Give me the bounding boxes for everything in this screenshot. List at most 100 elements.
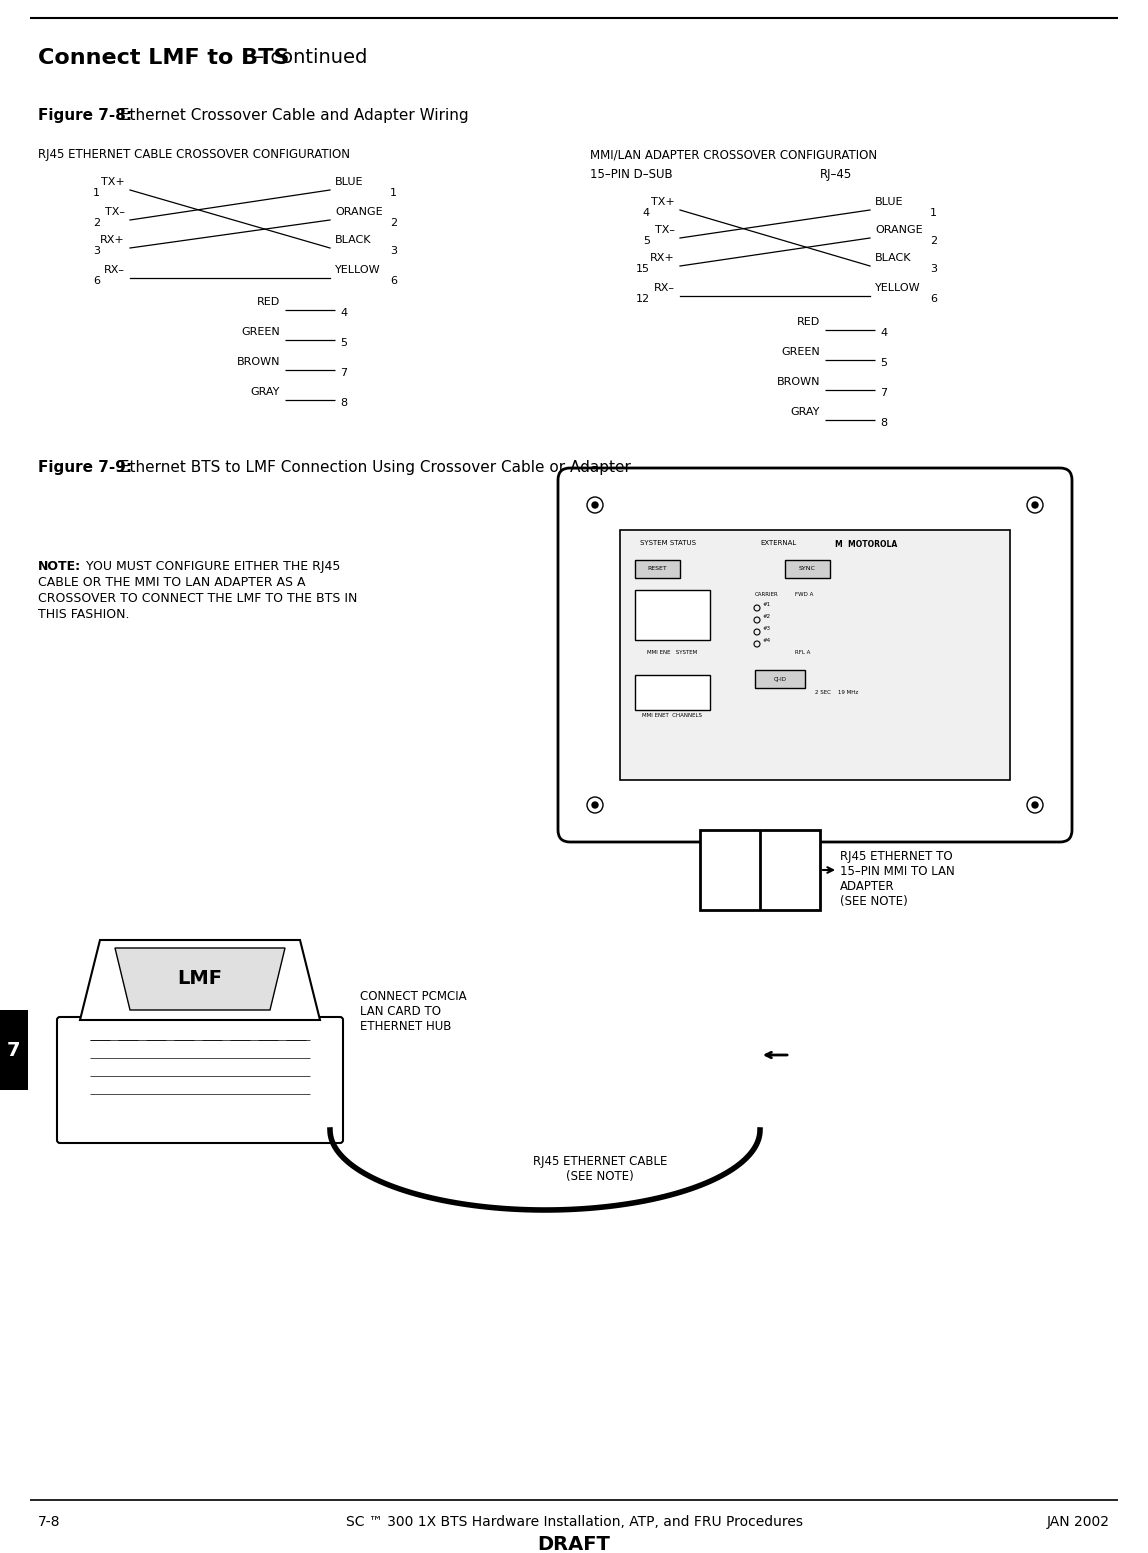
- Bar: [755, 669, 805, 688]
- Text: JAN 2002: JAN 2002: [1047, 1516, 1110, 1530]
- Polygon shape: [115, 947, 285, 1009]
- Polygon shape: [80, 940, 320, 1020]
- Text: GREEN: GREEN: [241, 328, 280, 337]
- Text: #1: #1: [763, 603, 771, 607]
- Circle shape: [592, 502, 598, 508]
- FancyBboxPatch shape: [558, 467, 1072, 842]
- Text: RJ45 ETHERNET CABLE
(SEE NOTE): RJ45 ETHERNET CABLE (SEE NOTE): [533, 1155, 667, 1183]
- Text: GRAY: GRAY: [250, 387, 280, 398]
- Text: BROWN: BROWN: [776, 377, 820, 387]
- Text: 4: 4: [881, 328, 887, 339]
- Text: RJ–45: RJ–45: [820, 168, 852, 182]
- Text: 1: 1: [390, 188, 397, 197]
- Text: SYSTEM STATUS: SYSTEM STATUS: [639, 540, 696, 547]
- Text: RESET: RESET: [647, 567, 667, 572]
- Text: TX+: TX+: [101, 177, 125, 186]
- Text: 2: 2: [390, 217, 397, 228]
- Text: 3: 3: [93, 245, 100, 256]
- Text: SYNC: SYNC: [799, 567, 815, 572]
- Text: #3: #3: [763, 626, 771, 632]
- Text: 7: 7: [7, 1041, 21, 1059]
- Text: 8: 8: [881, 418, 887, 429]
- Text: DRAFT: DRAFT: [537, 1534, 611, 1553]
- Text: ORANGE: ORANGE: [875, 225, 923, 235]
- Text: LMF: LMF: [178, 969, 223, 988]
- Bar: [635, 561, 680, 578]
- Text: BLACK: BLACK: [335, 235, 372, 245]
- Text: 1: 1: [930, 208, 937, 217]
- Text: BLUE: BLUE: [875, 197, 903, 207]
- Bar: [635, 590, 709, 640]
- Text: YELLOW: YELLOW: [875, 283, 921, 294]
- Text: 3: 3: [930, 264, 937, 273]
- Text: BLACK: BLACK: [875, 253, 912, 262]
- Text: 5: 5: [643, 236, 650, 245]
- Text: RED: RED: [797, 317, 820, 328]
- Text: CJ-ID: CJ-ID: [774, 677, 786, 682]
- Text: 6: 6: [93, 276, 100, 286]
- Text: MMI ENE   SYSTEM: MMI ENE SYSTEM: [646, 651, 697, 655]
- Text: 1: 1: [93, 188, 100, 197]
- Text: 12: 12: [636, 294, 650, 304]
- Text: YOU MUST CONFIGURE EITHER THE RJ45: YOU MUST CONFIGURE EITHER THE RJ45: [82, 561, 340, 573]
- Text: 5: 5: [340, 339, 347, 348]
- Text: RJ45 ETHERNET TO
15–PIN MMI TO LAN
ADAPTER
(SEE NOTE): RJ45 ETHERNET TO 15–PIN MMI TO LAN ADAPT…: [840, 849, 955, 909]
- Text: – continued: – continued: [248, 48, 367, 67]
- Text: RX–: RX–: [104, 266, 125, 275]
- Text: 4: 4: [643, 208, 650, 217]
- Text: Ethernet BTS to LMF Connection Using Crossover Cable or Adapter: Ethernet BTS to LMF Connection Using Cro…: [115, 460, 631, 475]
- Text: RJ45 ETHERNET CABLE CROSSOVER CONFIGURATION: RJ45 ETHERNET CABLE CROSSOVER CONFIGURAT…: [38, 148, 350, 162]
- Text: Connect LMF to BTS: Connect LMF to BTS: [38, 48, 289, 68]
- Text: ORANGE: ORANGE: [335, 207, 382, 217]
- Bar: [620, 530, 1010, 780]
- Text: 6: 6: [390, 276, 397, 286]
- Text: 2: 2: [930, 236, 937, 245]
- Text: 7: 7: [881, 388, 887, 398]
- Text: 2 SEC    19 MHz: 2 SEC 19 MHz: [815, 690, 859, 696]
- Text: TX–: TX–: [104, 207, 125, 217]
- Text: 15: 15: [636, 264, 650, 273]
- Text: BROWN: BROWN: [236, 357, 280, 367]
- Circle shape: [592, 801, 598, 808]
- Text: 4: 4: [340, 307, 347, 318]
- Text: YELLOW: YELLOW: [335, 266, 381, 275]
- Bar: [785, 561, 830, 578]
- Text: MMI/LAN ADAPTER CROSSOVER CONFIGURATION: MMI/LAN ADAPTER CROSSOVER CONFIGURATION: [590, 148, 877, 162]
- Text: RX+: RX+: [650, 253, 675, 262]
- Text: RX–: RX–: [654, 283, 675, 294]
- Text: #4: #4: [763, 638, 771, 643]
- Text: 8: 8: [340, 398, 347, 408]
- Text: RED: RED: [257, 297, 280, 307]
- Text: CROSSOVER TO CONNECT THE LMF TO THE BTS IN: CROSSOVER TO CONNECT THE LMF TO THE BTS …: [38, 592, 357, 606]
- Text: RFL A: RFL A: [796, 651, 810, 655]
- Text: Figure 7-9:: Figure 7-9:: [38, 460, 132, 475]
- Text: 7-8: 7-8: [38, 1516, 61, 1530]
- Bar: [700, 829, 820, 910]
- Text: CARRIER: CARRIER: [755, 592, 778, 596]
- Text: RX+: RX+: [100, 235, 125, 245]
- Text: 15–PIN D–SUB: 15–PIN D–SUB: [590, 168, 673, 182]
- Bar: [635, 676, 709, 710]
- Circle shape: [1032, 801, 1038, 808]
- Text: #2: #2: [763, 615, 771, 620]
- Text: GREEN: GREEN: [782, 346, 820, 357]
- Text: CABLE OR THE MMI TO LAN ADAPTER AS A: CABLE OR THE MMI TO LAN ADAPTER AS A: [38, 576, 305, 589]
- Text: TX–: TX–: [656, 225, 675, 235]
- Text: Figure 7-8:: Figure 7-8:: [38, 109, 132, 123]
- Text: 5: 5: [881, 359, 887, 368]
- Text: EXTERNAL: EXTERNAL: [760, 540, 797, 547]
- Text: TX+: TX+: [651, 197, 675, 207]
- Text: 6: 6: [930, 294, 937, 304]
- Text: CONNECT PCMCIA
LAN CARD TO
ETHERNET HUB: CONNECT PCMCIA LAN CARD TO ETHERNET HUB: [360, 989, 466, 1033]
- Text: NOTE:: NOTE:: [38, 561, 82, 573]
- Text: 3: 3: [390, 245, 397, 256]
- FancyBboxPatch shape: [57, 1017, 343, 1143]
- Text: M  MOTOROLA: M MOTOROLA: [835, 540, 898, 550]
- Text: GRAY: GRAY: [791, 407, 820, 418]
- Circle shape: [1032, 502, 1038, 508]
- Text: THIS FASHION.: THIS FASHION.: [38, 609, 130, 621]
- Text: 2: 2: [93, 217, 100, 228]
- Text: BLUE: BLUE: [335, 177, 364, 186]
- Text: FWD A: FWD A: [796, 592, 814, 596]
- Text: Ethernet Crossover Cable and Adapter Wiring: Ethernet Crossover Cable and Adapter Wir…: [115, 109, 468, 123]
